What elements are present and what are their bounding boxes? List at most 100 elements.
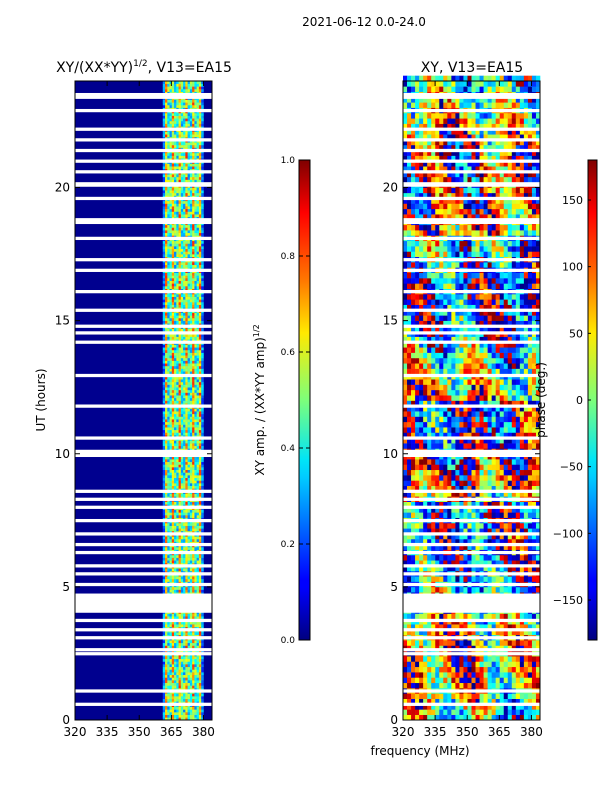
amp-cell [178, 664, 182, 668]
amp-cell [171, 275, 175, 279]
phase-cell [407, 704, 412, 710]
amp-cell [180, 246, 184, 250]
amp-cell [196, 677, 200, 681]
amp-cell [178, 682, 182, 686]
amp-cell [162, 200, 166, 204]
amp-cell [189, 419, 193, 423]
amp-cell [162, 208, 166, 212]
amp-cell [194, 200, 197, 204]
amp-cell [187, 155, 191, 159]
amp-cell [169, 632, 173, 636]
phase-cell [527, 682, 533, 689]
amp-cell [169, 347, 173, 351]
amp-blank-row [75, 689, 212, 693]
amp-cell [165, 347, 168, 351]
amp-cell [189, 443, 193, 447]
phase-cell [403, 640, 408, 646]
amp-cell [201, 176, 204, 180]
phase-cell [411, 709, 416, 715]
amp-cell [194, 176, 197, 180]
amp-cell [192, 429, 195, 433]
amp-cell [183, 467, 186, 471]
phase-cell [451, 672, 456, 678]
phase-cell [535, 624, 541, 630]
amp-cell [167, 214, 170, 218]
amp-cell [178, 120, 182, 124]
amp-cell [171, 656, 175, 660]
amp-cell [178, 357, 182, 361]
amp-cell [196, 83, 200, 87]
amp-cell [178, 294, 182, 297]
amp-cell [180, 176, 184, 180]
amp-cell [192, 102, 195, 106]
amp-cell [169, 365, 173, 369]
amp-cell [171, 155, 175, 159]
phase-cell [451, 698, 456, 705]
amp-cell [180, 525, 184, 529]
amp-cell [201, 214, 204, 218]
amp-cell [178, 613, 182, 617]
amp-cell [167, 674, 170, 678]
amp-cell [180, 230, 184, 234]
amp-cell [169, 640, 173, 644]
amp-cell [192, 294, 195, 297]
amp-cell [194, 424, 197, 428]
amp-cell [194, 616, 197, 620]
amp-cell [183, 696, 186, 699]
amp-cell [187, 698, 191, 702]
phase-cell [515, 714, 521, 721]
amp-cell [174, 280, 177, 284]
amp-cell [201, 429, 204, 433]
phase-cell [419, 629, 424, 636]
amp-cell [192, 166, 195, 170]
amp-cell [185, 640, 188, 644]
amp-cell [180, 445, 184, 449]
amp-cell [189, 208, 193, 212]
amp-cell [196, 214, 200, 218]
amp-cell [196, 693, 200, 697]
amp-cell [162, 424, 166, 428]
amp-cell [180, 712, 184, 715]
amp-cell [194, 395, 197, 399]
amp-cell [167, 254, 170, 258]
amp-cell [171, 568, 175, 572]
amp-cell [176, 278, 179, 281]
amp-cell [183, 227, 186, 231]
amp-cell [183, 99, 186, 103]
amp-cell [167, 677, 170, 681]
phase-cell [403, 698, 408, 705]
amp-cell [174, 224, 177, 228]
amp-cell [167, 432, 170, 436]
amp-cell [180, 344, 184, 348]
amp-cell [169, 669, 173, 673]
phase-cell [527, 661, 533, 668]
amp-cell [180, 190, 184, 194]
amp-cell [167, 248, 170, 252]
amp-cell [176, 118, 179, 122]
amp-cell [174, 576, 177, 580]
amp-cell [185, 347, 188, 351]
phase-cell [447, 624, 452, 630]
phase-cell [455, 693, 460, 700]
amp-cell [198, 397, 202, 401]
amp-cell [180, 483, 184, 486]
amp-cell [189, 477, 193, 481]
amp-cell [198, 328, 202, 332]
amp-cell [169, 155, 173, 159]
amp-cell [194, 717, 197, 721]
amp-cell [194, 328, 197, 332]
amp-cell [201, 461, 204, 465]
amp-cell [174, 400, 177, 404]
amp-cell [187, 131, 191, 135]
amp-cell [165, 419, 168, 423]
amp-cell [201, 174, 204, 178]
amp-cell [176, 459, 179, 463]
amp-cell [198, 379, 202, 383]
amp-cell [185, 190, 188, 194]
amp-cell [201, 696, 204, 699]
amp-cell [167, 208, 170, 212]
amp-cell [187, 315, 191, 319]
amp-cell [198, 315, 202, 319]
amp-cell [171, 203, 175, 207]
amp-cell [192, 203, 195, 207]
